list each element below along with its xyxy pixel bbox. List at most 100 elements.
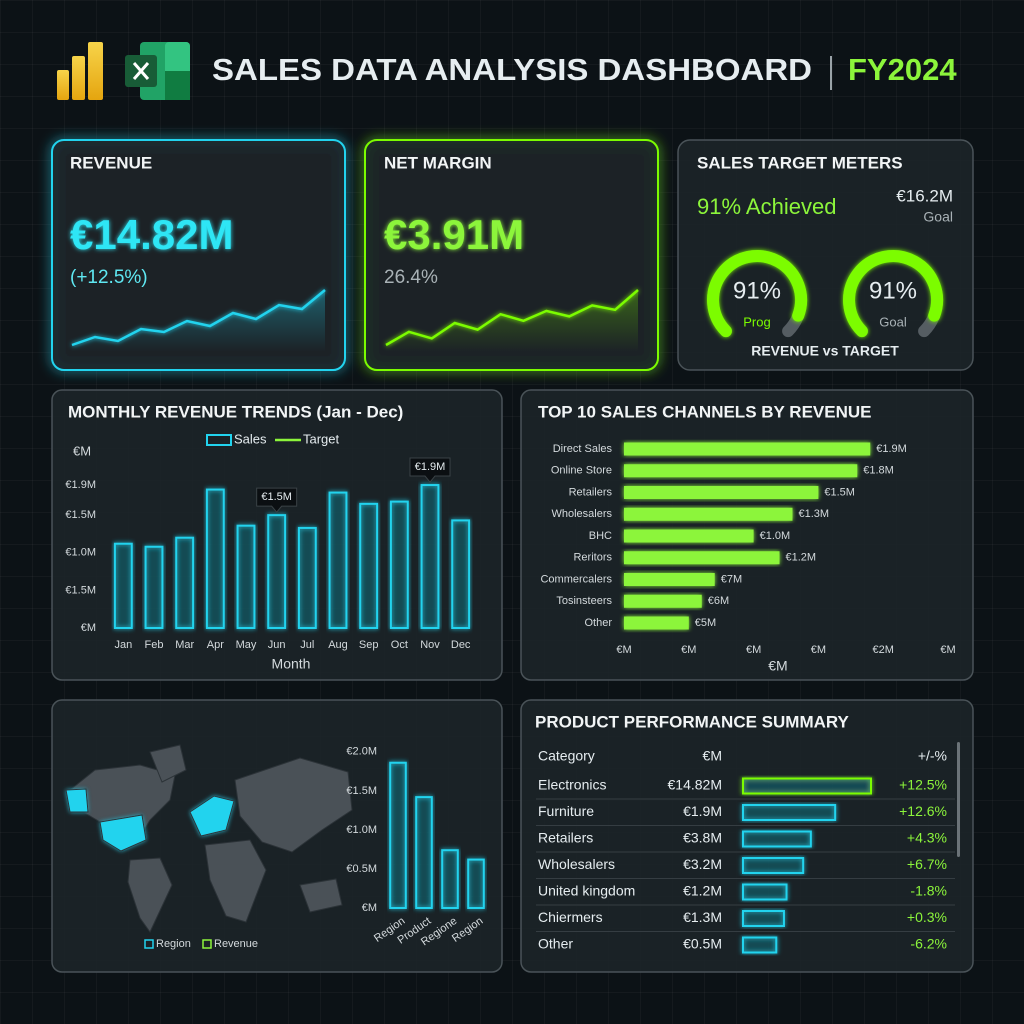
- table-cell: Wholesalers: [538, 856, 615, 872]
- x-tick-label: €M: [616, 644, 631, 656]
- table-cell: +12.6%: [899, 803, 947, 819]
- bar: [624, 573, 715, 586]
- continent: [234, 757, 353, 853]
- x-tick-label: Mar: [175, 639, 194, 651]
- target-card: [677, 139, 974, 371]
- bar: [624, 594, 702, 608]
- y-tick-label: €1.0M: [346, 824, 377, 836]
- y-tick-label: €1.5M: [65, 509, 96, 521]
- icon-bar: [72, 56, 85, 100]
- table-header: Category: [538, 748, 595, 764]
- bar: [467, 858, 485, 909]
- chart-title: TOP 10 SALES CHANNELS BY REVENUE: [538, 402, 871, 421]
- y-tick-label: Other: [584, 617, 612, 629]
- bar: [624, 507, 793, 521]
- sparkline-area: [386, 290, 638, 352]
- table-cell: €1.9M: [683, 803, 722, 819]
- x-tick-label: Feb: [145, 639, 164, 651]
- continent: [149, 744, 187, 783]
- value-label: €1.0M: [760, 530, 791, 542]
- achieved-label: 91% Achieved: [697, 194, 836, 219]
- continent: [69, 764, 176, 846]
- legend-swatch: [202, 939, 212, 949]
- icon-bar: [88, 42, 103, 100]
- table-cell: Chiermers: [538, 909, 603, 925]
- y-tick-label: Retailers: [569, 486, 613, 498]
- table-bar: [742, 804, 837, 821]
- world-map: [65, 744, 353, 933]
- y-tick-label: €0.5M: [346, 863, 377, 875]
- gauge-caption: Prog: [743, 314, 770, 329]
- x-tick-label: Aug: [328, 639, 348, 651]
- y-tick-label: Reritors: [573, 552, 612, 564]
- x-tick-label: Jun: [268, 639, 286, 651]
- table-cell: -6.2%: [910, 936, 947, 952]
- y-tick-label: BHC: [589, 530, 612, 542]
- table-title: PRODUCT PERFORMANCE SUMMARY: [535, 712, 850, 731]
- x-tick-label: Dec: [451, 639, 471, 651]
- bar: [415, 796, 433, 909]
- y-tick-label: €2.0M: [346, 746, 377, 758]
- gauge-caption: REVENUE vs TARGET: [751, 343, 899, 359]
- gauge-value: [843, 250, 944, 338]
- y-tick-label: Commercalers: [540, 573, 612, 585]
- kpi-change: (+12.5%): [70, 267, 148, 288]
- bar: [451, 519, 471, 630]
- table-bar: [742, 857, 805, 874]
- bar: [389, 500, 409, 630]
- y-axis-label: €M: [73, 443, 91, 458]
- excel-icon: [125, 42, 190, 100]
- table-cell: +12.5%: [899, 777, 947, 793]
- table-cell: Retailers: [538, 830, 593, 846]
- powerbi-icon: [57, 42, 103, 100]
- y-tick-label: Tosinsteers: [556, 595, 612, 607]
- continent: [299, 878, 343, 913]
- value-label: €6M: [708, 595, 729, 607]
- card-title: REVENUE: [70, 153, 152, 172]
- gauge-caption: Goal: [879, 314, 907, 329]
- y-tick-label: €1.5M: [346, 785, 377, 797]
- goal-label: Goal: [923, 209, 953, 225]
- icon-glyph: [132, 62, 150, 80]
- table-bar: [742, 883, 788, 901]
- value-label: €1.5M: [824, 486, 855, 498]
- value-label: €1.3M: [798, 508, 829, 520]
- bar: [328, 491, 348, 630]
- continent: [204, 839, 267, 923]
- legend-swatch: [206, 434, 232, 446]
- y-tick-label: €1.0M: [65, 547, 96, 559]
- legend-label: Revenue: [214, 938, 258, 950]
- y-tick-label: €1.5M: [65, 584, 96, 596]
- sparkline: [71, 289, 326, 347]
- table-cell: Electronics: [538, 777, 606, 793]
- x-tick-label: Sep: [359, 639, 379, 651]
- legend-label: Region: [156, 938, 191, 950]
- table-header: +/-%: [918, 748, 947, 764]
- y-tick-label: Online Store: [551, 465, 612, 477]
- y-tick-label: Wholesalers: [551, 508, 612, 520]
- x-tick-label: €M: [940, 644, 955, 656]
- bar: [624, 486, 819, 499]
- value-label: €1.9M: [876, 443, 907, 455]
- scrollbar: [957, 742, 960, 857]
- y-tick-label: €M: [362, 902, 377, 914]
- legend-label: Sales: [234, 431, 267, 446]
- x-tick-label: €M: [681, 644, 696, 656]
- value-label: €7M: [721, 573, 742, 585]
- card-title: SALES TARGET METERS: [697, 153, 903, 172]
- x-axis-label: Month: [272, 656, 311, 672]
- bar: [624, 551, 780, 565]
- bar: [113, 542, 133, 630]
- table-bar: [742, 777, 872, 795]
- bar: [389, 761, 407, 909]
- annotation-label: €1.9M: [415, 461, 446, 473]
- goal-value: €16.2M: [896, 186, 953, 205]
- continent: [127, 857, 173, 933]
- table-cell: United kingdom: [538, 883, 635, 899]
- card-title: NET MARGIN: [384, 153, 492, 172]
- gauge-label: 91%: [869, 277, 917, 304]
- value-label: €1.2M: [786, 552, 817, 564]
- bar: [624, 616, 689, 630]
- sparkline-area: [72, 290, 325, 352]
